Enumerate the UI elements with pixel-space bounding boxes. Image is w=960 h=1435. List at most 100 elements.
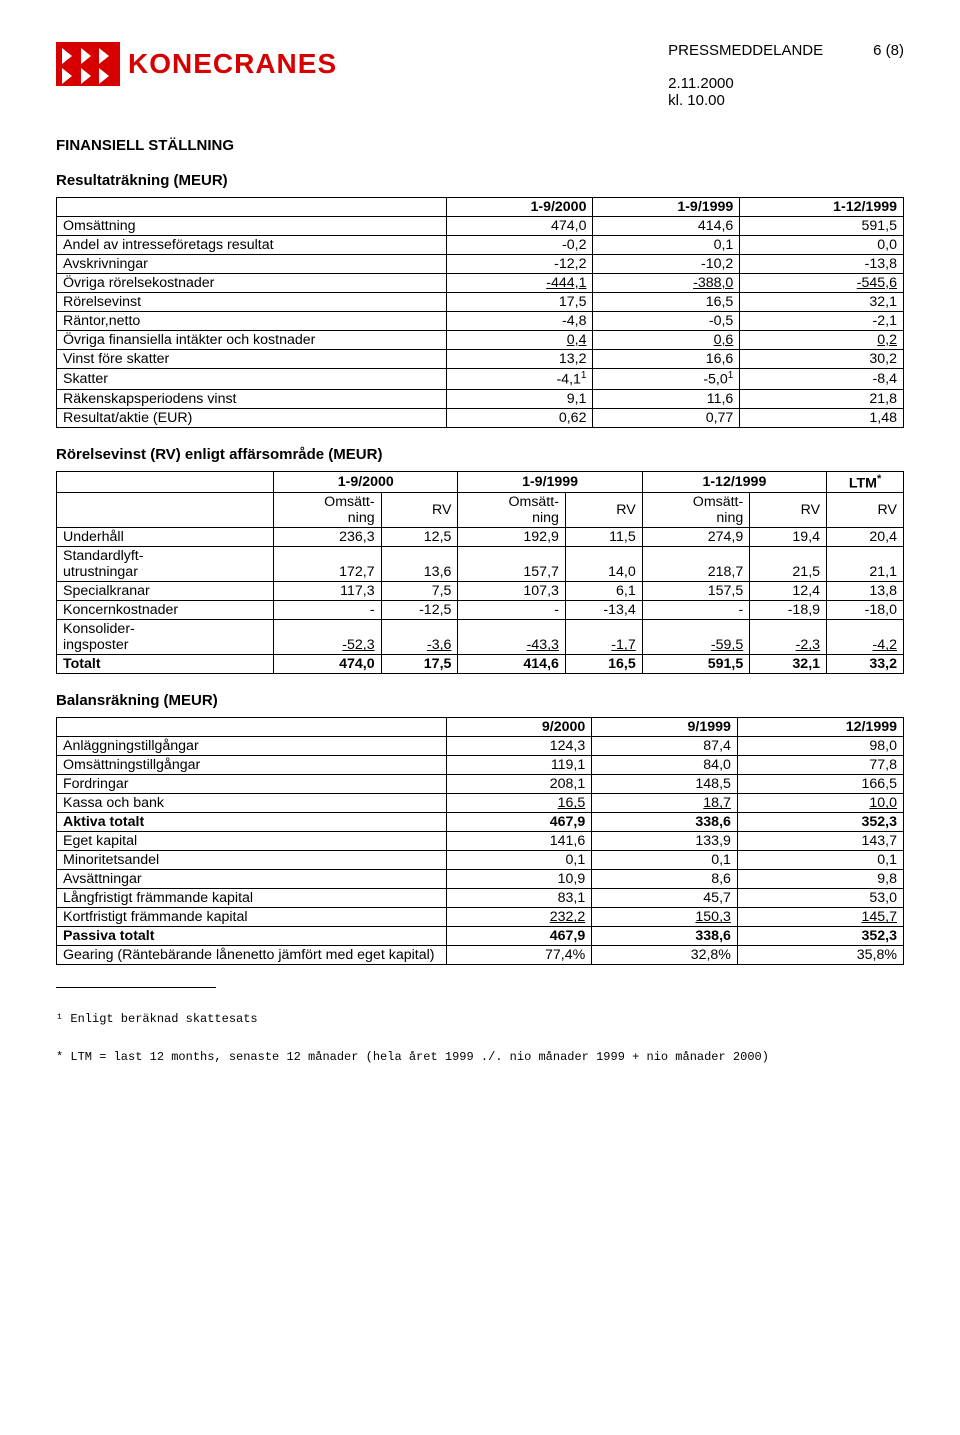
page-header: KONECRANES PRESSMEDDELANDE 6 (8) 2.11.20… bbox=[56, 42, 904, 109]
segment-cell: 20,4 bbox=[827, 528, 904, 547]
income-cell: -2,1 bbox=[740, 312, 904, 331]
income-cell: 0,0 bbox=[740, 236, 904, 255]
balance-row-label: Eget kapital bbox=[57, 832, 447, 851]
income-row-label: Omsättning bbox=[57, 217, 447, 236]
income-row-label: Skatter bbox=[57, 369, 447, 390]
income-cell: 1,48 bbox=[740, 408, 904, 427]
income-row-label: Övriga finansiella intäkter och kostnade… bbox=[57, 331, 447, 350]
segment-cell: 6,1 bbox=[565, 582, 642, 601]
balance-cell: 77,8 bbox=[737, 756, 903, 775]
segment-cell: 14,0 bbox=[565, 547, 642, 582]
press-label: PRESSMEDDELANDE bbox=[668, 42, 823, 59]
income-cell: 0,6 bbox=[593, 331, 740, 350]
income-cell: 0,1 bbox=[593, 236, 740, 255]
segment-group-header: 1-12/1999 bbox=[642, 471, 826, 493]
balance-row-label: Passiva totalt bbox=[57, 927, 447, 946]
segment-cell: -1,7 bbox=[565, 620, 642, 655]
segment-group-header: 1-9/2000 bbox=[274, 471, 458, 493]
footnote-1: ¹ Enligt beräknad skattesats bbox=[56, 1012, 904, 1026]
income-cell: -12,2 bbox=[446, 255, 593, 274]
income-cell: 414,6 bbox=[593, 217, 740, 236]
logo: KONECRANES bbox=[56, 42, 337, 86]
segment-cell: 414,6 bbox=[458, 655, 566, 674]
balance-cell: 9,8 bbox=[737, 870, 903, 889]
income-cell: 0,62 bbox=[446, 408, 593, 427]
income-cell: 0,77 bbox=[593, 408, 740, 427]
balance-header: 9/2000 bbox=[446, 718, 592, 737]
balance-title: Balansräkning (MEUR) bbox=[56, 692, 904, 709]
segment-cell: -59,5 bbox=[642, 620, 750, 655]
segment-cell: -18,0 bbox=[827, 601, 904, 620]
segment-group-header: LTM* bbox=[827, 471, 904, 493]
segment-cell: 12,4 bbox=[750, 582, 827, 601]
segment-cell: -2,3 bbox=[750, 620, 827, 655]
balance-row-label: Aktiva totalt bbox=[57, 813, 447, 832]
balance-cell: 98,0 bbox=[737, 737, 903, 756]
balance-row-label: Gearing (Räntebärande lånenetto jämfört … bbox=[57, 946, 447, 965]
balance-cell: 148,5 bbox=[592, 775, 738, 794]
income-row-label: Avskrivningar bbox=[57, 255, 447, 274]
balance-cell: 352,3 bbox=[737, 813, 903, 832]
balance-cell: 32,8% bbox=[592, 946, 738, 965]
segment-cell: 274,9 bbox=[642, 528, 750, 547]
balance-cell: 0,1 bbox=[446, 851, 592, 870]
segment-cell: 19,4 bbox=[750, 528, 827, 547]
segment-row-label: Specialkranar bbox=[57, 582, 274, 601]
balance-cell: 53,0 bbox=[737, 889, 903, 908]
income-cell: 0,2 bbox=[740, 331, 904, 350]
income-header: 1-9/1999 bbox=[593, 198, 740, 217]
segment-cell: 21,1 bbox=[827, 547, 904, 582]
income-cell: -0,2 bbox=[446, 236, 593, 255]
balance-cell: 232,2 bbox=[446, 908, 592, 927]
income-cell: -13,8 bbox=[740, 255, 904, 274]
balance-cell: 124,3 bbox=[446, 737, 592, 756]
income-cell: -444,1 bbox=[446, 274, 593, 293]
income-cell: -0,5 bbox=[593, 312, 740, 331]
income-cell: -5,01 bbox=[593, 369, 740, 390]
balance-cell: 77,4% bbox=[446, 946, 592, 965]
balance-cell: 0,1 bbox=[737, 851, 903, 870]
income-cell: 0,4 bbox=[446, 331, 593, 350]
income-row-label: Räntor,netto bbox=[57, 312, 447, 331]
balance-cell: 141,6 bbox=[446, 832, 592, 851]
balance-cell: 150,3 bbox=[592, 908, 738, 927]
segment-sub-header: RV bbox=[827, 493, 904, 528]
balance-cell: 133,9 bbox=[592, 832, 738, 851]
segment-cell: 157,7 bbox=[458, 547, 566, 582]
empty-cell bbox=[57, 493, 274, 528]
segment-cell: 236,3 bbox=[274, 528, 382, 547]
segment-sub-header: Omsätt-ning bbox=[274, 493, 382, 528]
segment-row-label: Konsolider-ingsposter bbox=[57, 620, 274, 655]
footnote-divider bbox=[56, 987, 216, 988]
income-cell: 21,8 bbox=[740, 389, 904, 408]
income-cell: 30,2 bbox=[740, 350, 904, 369]
income-cell: 11,6 bbox=[593, 389, 740, 408]
segment-cell: 32,1 bbox=[750, 655, 827, 674]
header-meta: PRESSMEDDELANDE 6 (8) 2.11.2000 kl. 10.0… bbox=[668, 42, 904, 109]
income-title: Resultaträkning (MEUR) bbox=[56, 172, 904, 189]
segment-cell: 591,5 bbox=[642, 655, 750, 674]
balance-cell: 10,9 bbox=[446, 870, 592, 889]
segment-cell: 11,5 bbox=[565, 528, 642, 547]
income-row-label: Övriga rörelsekostnader bbox=[57, 274, 447, 293]
income-cell: -388,0 bbox=[593, 274, 740, 293]
segment-sub-header: RV bbox=[381, 493, 458, 528]
income-cell: 13,2 bbox=[446, 350, 593, 369]
page-number: 6 (8) bbox=[873, 42, 904, 59]
income-row-label: Vinst före skatter bbox=[57, 350, 447, 369]
segment-group-header: 1-9/1999 bbox=[458, 471, 642, 493]
segment-row-label: Totalt bbox=[57, 655, 274, 674]
income-header: 1-9/2000 bbox=[446, 198, 593, 217]
segment-cell: 172,7 bbox=[274, 547, 382, 582]
balance-cell: 119,1 bbox=[446, 756, 592, 775]
balance-cell: 84,0 bbox=[592, 756, 738, 775]
income-row-label: Resultat/aktie (EUR) bbox=[57, 408, 447, 427]
segment-table: 1-9/20001-9/19991-12/1999LTM* Omsätt-ning… bbox=[56, 471, 904, 675]
balance-row-label: Anläggningstillgångar bbox=[57, 737, 447, 756]
segment-cell: 33,2 bbox=[827, 655, 904, 674]
balance-header: 9/1999 bbox=[592, 718, 738, 737]
segment-cell: -12,5 bbox=[381, 601, 458, 620]
balance-row-label: Minoritetsandel bbox=[57, 851, 447, 870]
income-cell: -10,2 bbox=[593, 255, 740, 274]
logo-mark-icon bbox=[56, 42, 120, 86]
